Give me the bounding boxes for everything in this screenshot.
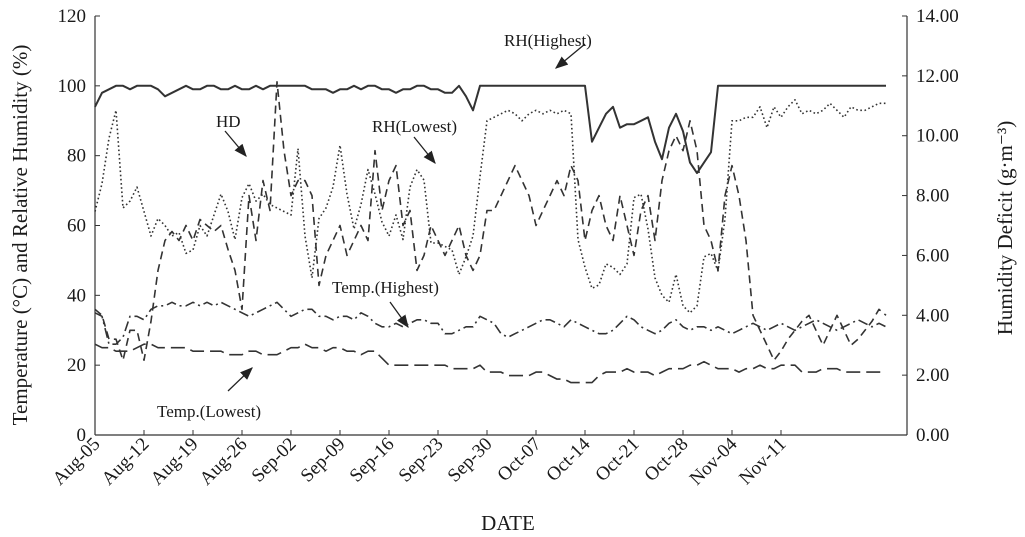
left-tick-label: 20 <box>67 355 86 376</box>
right-tick-label: 0.00 <box>916 425 949 446</box>
annotation-arrow <box>390 302 408 327</box>
x-axis-title: DATE <box>481 511 535 535</box>
x-tick-label: Aug-12 <box>98 434 154 490</box>
x-tick-label: Sep-16 <box>346 434 399 487</box>
left-tick-label: 120 <box>58 6 87 27</box>
left-tick-label: 80 <box>67 146 86 167</box>
annotation-rh-lowest: RH(Lowest) <box>372 117 457 136</box>
series-line-4 <box>95 344 886 382</box>
right-tick-label: 2.00 <box>916 365 949 386</box>
right-axis-title: Humidity Deficit (g·m⁻³) <box>993 121 1017 336</box>
annotation-arrow <box>228 368 252 391</box>
x-tick-label: Sep-09 <box>297 434 350 487</box>
left-tick-label: 100 <box>58 76 87 97</box>
x-tick-label: Sep-30 <box>444 434 497 487</box>
x-tick-label: Oct-07 <box>493 434 545 486</box>
annotation-temp-lowest: Temp.(Lowest) <box>157 402 261 421</box>
left-tick-label: 60 <box>67 216 86 237</box>
right-tick-label: 10.00 <box>916 126 959 147</box>
plot-lines <box>95 82 886 383</box>
x-tick-label: Aug-19 <box>147 434 203 490</box>
x-tick-label: Nov-11 <box>735 434 790 489</box>
right-tick-label: 8.00 <box>916 186 949 207</box>
series-line-0 <box>95 86 886 173</box>
right-tick-label: 12.00 <box>916 66 959 87</box>
x-tick-label: Sep-02 <box>248 434 301 487</box>
x-tick-label: Oct-21 <box>591 434 643 486</box>
annotation-hd: HD <box>216 112 241 131</box>
x-tick-label: Sep-23 <box>395 434 448 487</box>
annotation-rh-highest: RH(Highest) <box>504 31 592 50</box>
left-axis-title: Temperature (°C) and Relative Humidity (… <box>8 45 32 426</box>
annotation-arrow <box>414 137 435 163</box>
x-tick-label: Aug-26 <box>196 434 252 490</box>
right-tick-label: 6.00 <box>916 245 949 266</box>
x-tick-label: Nov-04 <box>686 433 742 489</box>
series-line-1 <box>95 100 886 313</box>
x-tick-label: Oct-14 <box>542 433 595 486</box>
left-tick-label: 40 <box>67 285 86 306</box>
annotation-temp-highest: Temp.(Highest) <box>332 278 439 297</box>
right-tick-label: 4.00 <box>916 305 949 326</box>
x-tick-label: Oct-28 <box>640 434 692 486</box>
annotation-arrow <box>225 131 246 156</box>
series-line-2 <box>95 82 886 360</box>
right-tick-label: 14.00 <box>916 6 959 27</box>
series-line-3 <box>95 302 886 344</box>
